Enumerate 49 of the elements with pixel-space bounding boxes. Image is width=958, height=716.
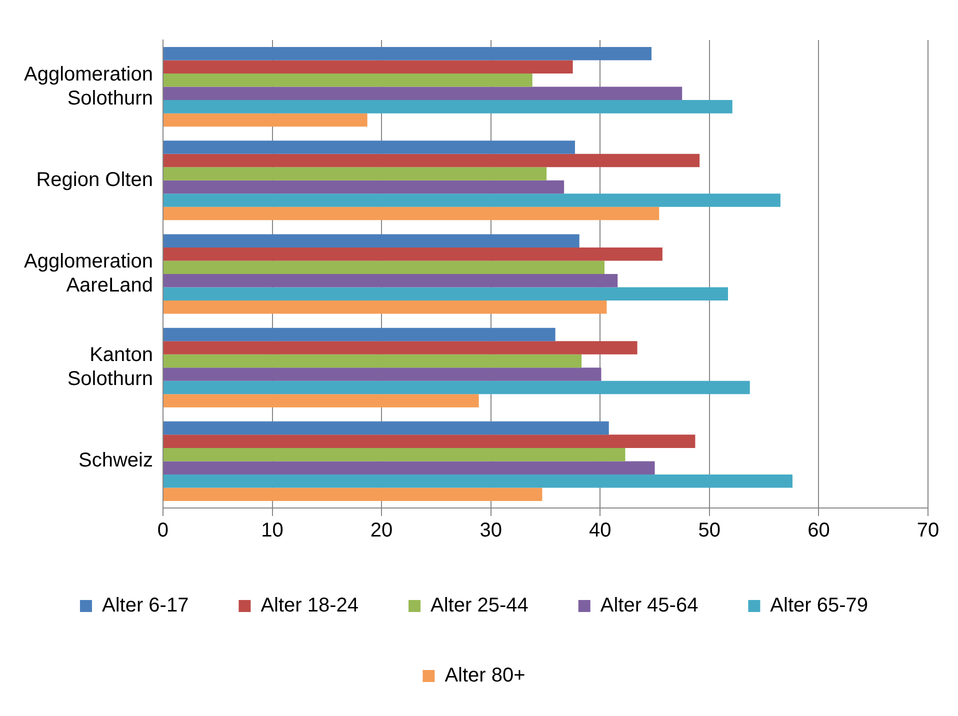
bar: [163, 194, 780, 207]
bar: [163, 488, 542, 501]
bar: [163, 394, 479, 408]
bar: [163, 247, 662, 261]
bar: [163, 448, 626, 462]
bar: [163, 60, 573, 74]
bar: [163, 328, 556, 342]
bar: [163, 86, 682, 100]
x-tick-label: 0: [157, 520, 169, 542]
x-tick-label: 70: [916, 520, 940, 542]
bar: [163, 154, 700, 168]
bar: [163, 380, 750, 394]
y-tick-label: Agglomeration AareLand: [24, 250, 153, 297]
x-tick-label: 30: [480, 520, 502, 542]
bar: [163, 368, 602, 381]
y-tick-label: Agglomeration Solothurn: [24, 63, 153, 110]
bar: [163, 421, 609, 435]
bar: [163, 74, 532, 87]
bar: [163, 234, 580, 248]
bar: [163, 434, 696, 448]
y-tick-label: Region Olten: [36, 168, 153, 191]
bar: [163, 341, 638, 354]
bar: [163, 47, 652, 60]
legend-label: Alter 18-24: [260, 594, 359, 617]
x-tick-label: 50: [698, 520, 721, 542]
x-tick-label: 40: [589, 520, 612, 542]
bar: [163, 474, 792, 488]
bar: [163, 100, 732, 114]
legend-label: Alter 80+: [444, 664, 526, 687]
bar: [163, 461, 655, 474]
legend-label: Alter 65-79: [770, 594, 868, 617]
bar: [163, 167, 547, 180]
legend-label: Alter 6-17: [102, 594, 189, 617]
x-tick-label: 60: [808, 520, 830, 542]
bar: [163, 274, 618, 288]
legend-label: Alter 45-64: [600, 594, 698, 617]
bar: [163, 354, 582, 368]
bar: [163, 140, 575, 154]
bar: [163, 300, 607, 314]
x-tick-label: 10: [261, 520, 284, 542]
bar: [163, 180, 564, 194]
bar: [163, 260, 604, 274]
bar: [163, 287, 728, 301]
bar: [163, 113, 368, 127]
y-tick-label: Kanton Solothurn: [67, 344, 153, 390]
bar: [163, 206, 660, 220]
legend-label: Alter 25-44: [430, 594, 528, 617]
y-tick-label: Schweiz: [78, 450, 153, 472]
x-tick-label: 20: [370, 520, 393, 542]
